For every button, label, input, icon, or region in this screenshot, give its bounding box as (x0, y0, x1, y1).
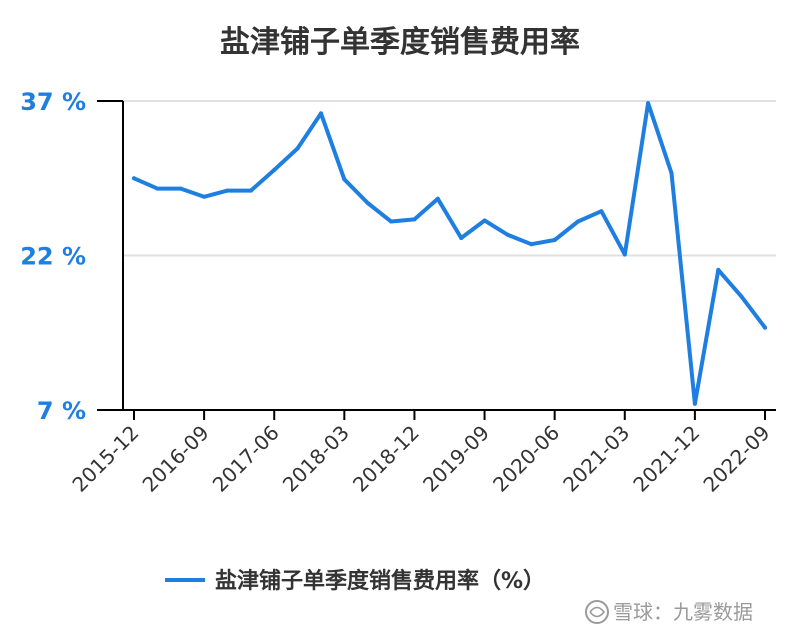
data-point (646, 101, 651, 106)
y-tick-labels: 37 % 22 % 7 % (20, 88, 86, 425)
data-point (435, 196, 440, 201)
data-point (482, 218, 487, 223)
data-point (692, 401, 697, 406)
data-point (389, 219, 394, 224)
data-point (412, 217, 417, 222)
data-point (319, 111, 323, 116)
x-tick-label: 2017-06 (208, 421, 284, 497)
data-point (132, 176, 136, 181)
legend-label: 盐津铺子单季度销售费用率（%） (215, 568, 545, 594)
x-tick-label: 2022-09 (698, 421, 774, 497)
x-tick-label: 2018-03 (278, 421, 354, 497)
data-point (459, 236, 464, 240)
data-point (763, 325, 767, 330)
y-tick-label: 22 % (20, 243, 86, 271)
x-tick-label: 2021-12 (628, 421, 704, 497)
x-tick-label: 2018-12 (348, 421, 424, 497)
legend: 盐津铺子单季度销售费用率（%） (165, 568, 545, 594)
gridlines (123, 100, 776, 257)
data-point (155, 186, 160, 191)
y-tick-label: 7 % (37, 397, 86, 425)
data-point (599, 209, 604, 214)
data-point (202, 194, 207, 199)
data-point (529, 242, 534, 247)
axes (97, 100, 776, 411)
data-point (716, 267, 721, 272)
data-point (342, 177, 347, 182)
data-point (225, 188, 230, 193)
data-point (272, 168, 277, 172)
x-tick-labels: 2015-122016-092017-062018-032018-122019-… (67, 410, 775, 497)
data-point (248, 188, 253, 193)
x-tick-label: 2016-09 (138, 421, 214, 497)
series-layer (132, 101, 767, 406)
x-tick-label: 2015-12 (67, 421, 143, 497)
x-tick-label: 2019-09 (418, 421, 494, 497)
watermark-text: 雪球：九雾数据 (613, 600, 753, 624)
data-point (505, 232, 510, 237)
data-point (365, 201, 370, 205)
data-point (552, 238, 557, 242)
data-point (178, 186, 183, 191)
data-point (739, 294, 744, 299)
data-point (576, 219, 580, 224)
x-tick-label: 2021-03 (558, 421, 634, 497)
x-tick-label: 2020-06 (488, 421, 564, 497)
watermark: 雪球：九雾数据 (585, 600, 753, 624)
data-point (622, 252, 627, 257)
data-point (669, 171, 674, 176)
data-point (295, 146, 300, 151)
y-tick-label: 37 % (20, 88, 86, 116)
chart-title: 盐津铺子单季度销售费用率 (220, 25, 580, 60)
series-line (132, 101, 767, 406)
snowball-logo-icon (585, 600, 609, 624)
